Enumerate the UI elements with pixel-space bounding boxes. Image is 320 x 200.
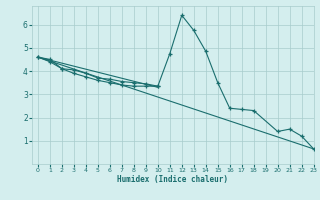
X-axis label: Humidex (Indice chaleur): Humidex (Indice chaleur) xyxy=(117,175,228,184)
